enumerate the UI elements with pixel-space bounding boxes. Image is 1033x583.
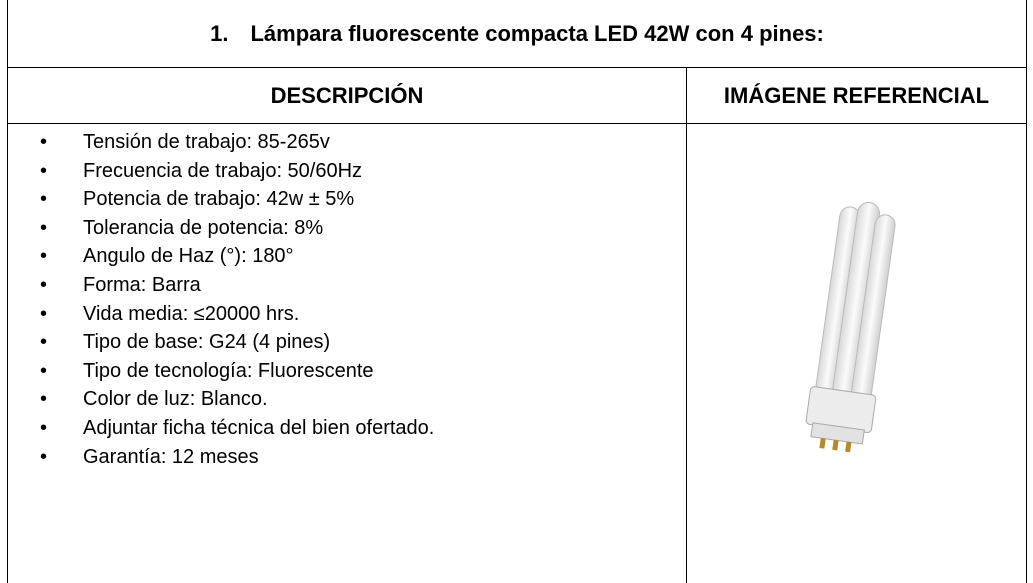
- spec-item: Color de luz: Blanco.: [40, 385, 438, 414]
- title-row: 1. Lámpara fluorescente compacta LED 42W…: [7, 0, 1027, 68]
- header-cell: IMÁGENE REFERENCIAL: [686, 67, 1027, 124]
- description-cell: Tensión de trabajo: 85-265vFrecuencia de…: [7, 123, 687, 583]
- spec-item: Tolerancia de potencia: 8%: [40, 214, 438, 243]
- header-text: DESCRIPCIÓN: [270, 82, 424, 108]
- spec-item: Frecuencia de trabajo: 50/60Hz: [40, 157, 438, 186]
- spec-item: Angulo de Haz (°): 180°: [40, 242, 438, 271]
- spec-item: Forma: Barra: [40, 271, 438, 300]
- spec-item: Potencia de trabajo: 42w ± 5%: [40, 185, 438, 214]
- spec-item: Vida media: ≤20000 hrs.: [40, 300, 438, 329]
- spec-item: Tipo de base: G24 (4 pines): [40, 328, 438, 357]
- title-number: 1.: [210, 20, 229, 46]
- lamp-image: [805, 202, 896, 453]
- title-text: Lámpara fluorescente compacta LED 42W co…: [250, 20, 824, 46]
- spec-item: Garantía: 12 meses: [40, 443, 438, 472]
- spec-list: Tensión de trabajo: 85-265vFrecuencia de…: [8, 128, 686, 471]
- image-cell: [686, 123, 1027, 583]
- spec-item: Tensión de trabajo: 85-265v: [40, 128, 438, 157]
- header-text: IMÁGENE REFERENCIAL: [723, 82, 990, 108]
- spec-item: Adjuntar ficha técnica del bien ofertado…: [40, 414, 438, 443]
- spec-item: Tipo de tecnología: Fluorescente: [40, 357, 438, 386]
- header-cell: DESCRIPCIÓN: [7, 67, 687, 124]
